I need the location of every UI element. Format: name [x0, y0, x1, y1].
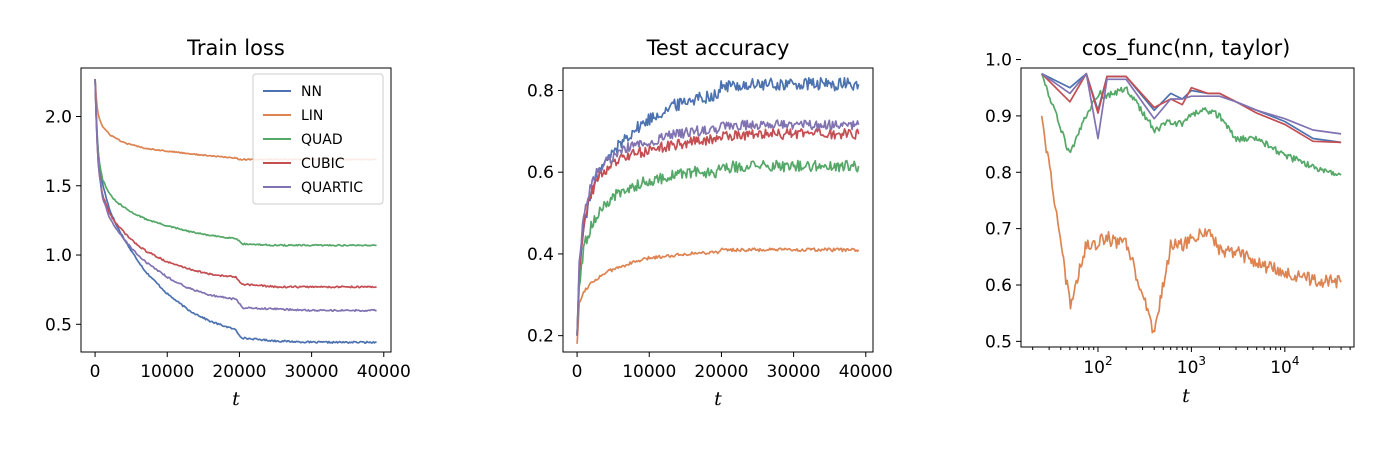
x-tick-label: 0 — [90, 362, 101, 382]
cos-func-title: cos_func(nn, taylor) — [1082, 36, 1291, 61]
series-line-nn — [94, 79, 377, 344]
plot-frame — [562, 67, 874, 353]
x-tick-label: 30000 — [285, 362, 339, 382]
legend-label-nn: NN — [301, 84, 322, 100]
cos-func-panel: cos_func(nn, taylor) t 102 103 104 0.5 0.6 0.… — [985, 36, 1355, 407]
x-tick-label: 20000 — [694, 362, 748, 382]
series-line-lin — [576, 247, 860, 344]
series-line-nn — [576, 76, 860, 336]
series-line-quartic — [94, 79, 377, 313]
y-tick-label: 0.6 — [985, 276, 1012, 296]
legend-label-lin: LIN — [301, 108, 323, 124]
y-tick-label: 0.6 — [527, 163, 554, 183]
series-line-cubic — [576, 128, 860, 336]
series-line-lin — [1040, 115, 1342, 334]
y-tick-label: 0.4 — [527, 245, 554, 265]
x-tick-label: 103 — [1177, 354, 1206, 378]
y-tick-label: 0.5 — [45, 315, 72, 335]
plot-frame — [80, 67, 392, 353]
x-tick-label: 20000 — [212, 362, 266, 382]
series-line-cubic — [1041, 72, 1342, 144]
cos-func-xlabel: t — [1182, 385, 1190, 407]
series-line-quad — [576, 159, 860, 336]
y-tick-label: 0.7 — [985, 220, 1012, 240]
x-tick-label: 104 — [1270, 354, 1299, 378]
test-accuracy-panel: Test accuracy t 0 10000 20000 30000 40000 0.2… — [527, 36, 893, 410]
test-accuracy-xlabel: t — [714, 388, 722, 410]
x-tick-label: 30000 — [767, 362, 821, 382]
series-line-quartic — [1041, 72, 1342, 140]
legend-label-quad: QUAD — [301, 132, 343, 148]
train-loss-panel: Train loss t 0 10000 20000 30000 40000 0.5 1.0… — [45, 36, 411, 410]
x-tick-label: 0 — [572, 362, 583, 382]
y-tick-label: 1.5 — [45, 177, 72, 197]
series-line-cubic — [94, 79, 377, 289]
x-tick-label: 40000 — [839, 362, 893, 382]
x-tick-label: 10000 — [140, 362, 194, 382]
x-tick-label: 102 — [1083, 354, 1112, 378]
series-line-quartic — [576, 119, 860, 336]
y-tick-label: 1.0 — [985, 51, 1012, 71]
x-tick-label: 10000 — [622, 362, 676, 382]
legend-box — [252, 73, 384, 205]
x-tick-label: 40000 — [357, 362, 411, 382]
series-line-quad — [94, 79, 377, 247]
legend-label-quartic: QUARTIC — [301, 180, 363, 196]
train-loss-xlabel: t — [232, 388, 240, 410]
y-tick-label: 0.8 — [527, 81, 554, 101]
y-tick-label: 0.9 — [985, 107, 1012, 127]
y-tick-label: 0.2 — [527, 327, 554, 347]
legend: NN LIN QUAD CUBIC QUARTIC — [252, 73, 384, 205]
y-tick-label: 0.8 — [985, 163, 1012, 183]
y-tick-label: 2.0 — [45, 107, 72, 127]
legend-label-cubic: CUBIC — [301, 156, 345, 172]
y-tick-label: 1.0 — [45, 246, 72, 266]
y-tick-label: 0.5 — [985, 332, 1012, 352]
test-accuracy-title: Test accuracy — [646, 36, 790, 60]
train-loss-title: Train loss — [186, 36, 285, 60]
